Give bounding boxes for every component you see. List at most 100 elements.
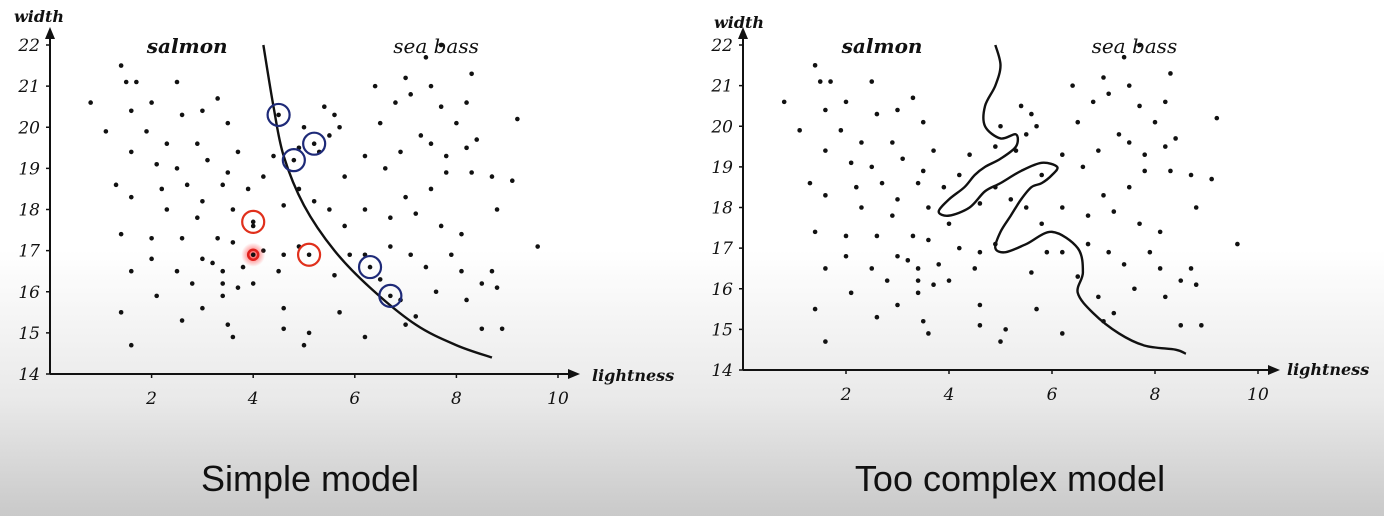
- data-point: [1163, 294, 1168, 300]
- data-point: [812, 229, 818, 235]
- data-point: [342, 174, 347, 179]
- y-tick-label: 17: [18, 242, 40, 262]
- y-tick-label: 19: [711, 158, 733, 178]
- data-point: [342, 223, 347, 229]
- data-point: [464, 145, 469, 151]
- data-point: [149, 235, 154, 241]
- data-point: [1137, 42, 1142, 48]
- data-point: [393, 100, 398, 105]
- data-point: [281, 326, 286, 332]
- data-point: [438, 223, 444, 229]
- data-point: [179, 318, 185, 323]
- data-point: [509, 178, 515, 184]
- data-point: [1163, 99, 1168, 105]
- data-point: [1121, 54, 1127, 60]
- data-point: [781, 99, 787, 105]
- data-point: [977, 201, 983, 206]
- data-point: [164, 141, 170, 146]
- data-point: [154, 293, 159, 299]
- data-point: [220, 293, 226, 299]
- data-point: [1178, 278, 1184, 283]
- circled-salmon-point: [241, 209, 266, 234]
- region-label-salmon: salmon: [146, 34, 228, 58]
- data-point: [464, 297, 469, 303]
- data-point: [311, 141, 317, 146]
- data-point: [388, 215, 393, 221]
- data-point: [926, 237, 931, 243]
- data-point: [174, 268, 180, 274]
- data-point: [459, 268, 464, 274]
- region-label-salmon: salmon: [841, 34, 923, 58]
- data-point: [332, 273, 337, 278]
- data-point: [413, 314, 419, 319]
- data-point: [823, 148, 828, 153]
- y-tick-label: 18: [711, 199, 733, 219]
- data-point: [306, 252, 312, 258]
- data-point: [1085, 213, 1091, 218]
- data-point: [823, 193, 828, 198]
- data-point: [1199, 323, 1204, 328]
- data-point: [327, 207, 332, 212]
- data-point: [225, 170, 231, 175]
- decision-boundary: [262, 44, 493, 359]
- data-point: [113, 182, 119, 188]
- data-point: [957, 245, 962, 251]
- y-tick-label: 18: [18, 201, 40, 221]
- data-point: [174, 79, 180, 85]
- data-point: [332, 112, 337, 118]
- data-point: [1080, 164, 1086, 170]
- chart-panel-1: lightness width 2 4 6 8 10 14 15 16 17 18 19 20 21 22 sa…: [14, 7, 674, 409]
- data-point: [1193, 205, 1199, 210]
- x-axis-arrow: [1268, 365, 1280, 375]
- data-point: [149, 100, 154, 105]
- data-point: [159, 186, 165, 192]
- data-point: [1209, 176, 1214, 182]
- data-point: [1193, 282, 1199, 287]
- y-tick-label: 22: [17, 36, 40, 56]
- data-point: [489, 268, 495, 274]
- data-point: [123, 79, 129, 85]
- data-point: [423, 264, 429, 270]
- data-point: [1235, 241, 1240, 247]
- data-point: [874, 233, 880, 239]
- y-tick-label: 16: [711, 280, 733, 300]
- data-point: [337, 310, 342, 315]
- data-point: [1188, 266, 1194, 271]
- data-point: [281, 203, 286, 208]
- data-point: [977, 302, 983, 308]
- data-point: [1152, 119, 1158, 125]
- data-point: [1178, 323, 1184, 328]
- data-point: [128, 342, 134, 348]
- data-point: [235, 285, 241, 290]
- data-point: [230, 240, 236, 245]
- x-tick-label: 8: [451, 389, 462, 409]
- data-point: [250, 219, 256, 225]
- data-point: [88, 100, 93, 105]
- data-point: [993, 144, 998, 149]
- data-point: [1070, 83, 1075, 88]
- data-point: [408, 92, 413, 97]
- data-point: [388, 293, 393, 299]
- data-point: [879, 180, 885, 186]
- data-point: [998, 123, 1003, 129]
- data-point: [869, 79, 875, 84]
- data-point: [418, 133, 424, 138]
- data-point: [1003, 327, 1008, 332]
- data-point: [1096, 148, 1101, 153]
- data-point: [454, 120, 459, 126]
- data-point: [1142, 152, 1147, 157]
- data-point: [1090, 99, 1096, 105]
- y-tick-label: 21: [17, 77, 40, 97]
- data-point: [1168, 71, 1173, 76]
- data-point: [931, 282, 936, 287]
- caption-too-complex-model: Too complex model: [854, 458, 1166, 499]
- caption-simple-model: Simple model: [200, 458, 420, 499]
- data-point: [838, 128, 844, 133]
- data-point: [817, 79, 823, 84]
- data-point: [1121, 262, 1127, 267]
- data-point: [1137, 103, 1142, 109]
- data-point: [1142, 168, 1147, 174]
- data-point: [479, 281, 485, 286]
- data-point: [848, 290, 854, 296]
